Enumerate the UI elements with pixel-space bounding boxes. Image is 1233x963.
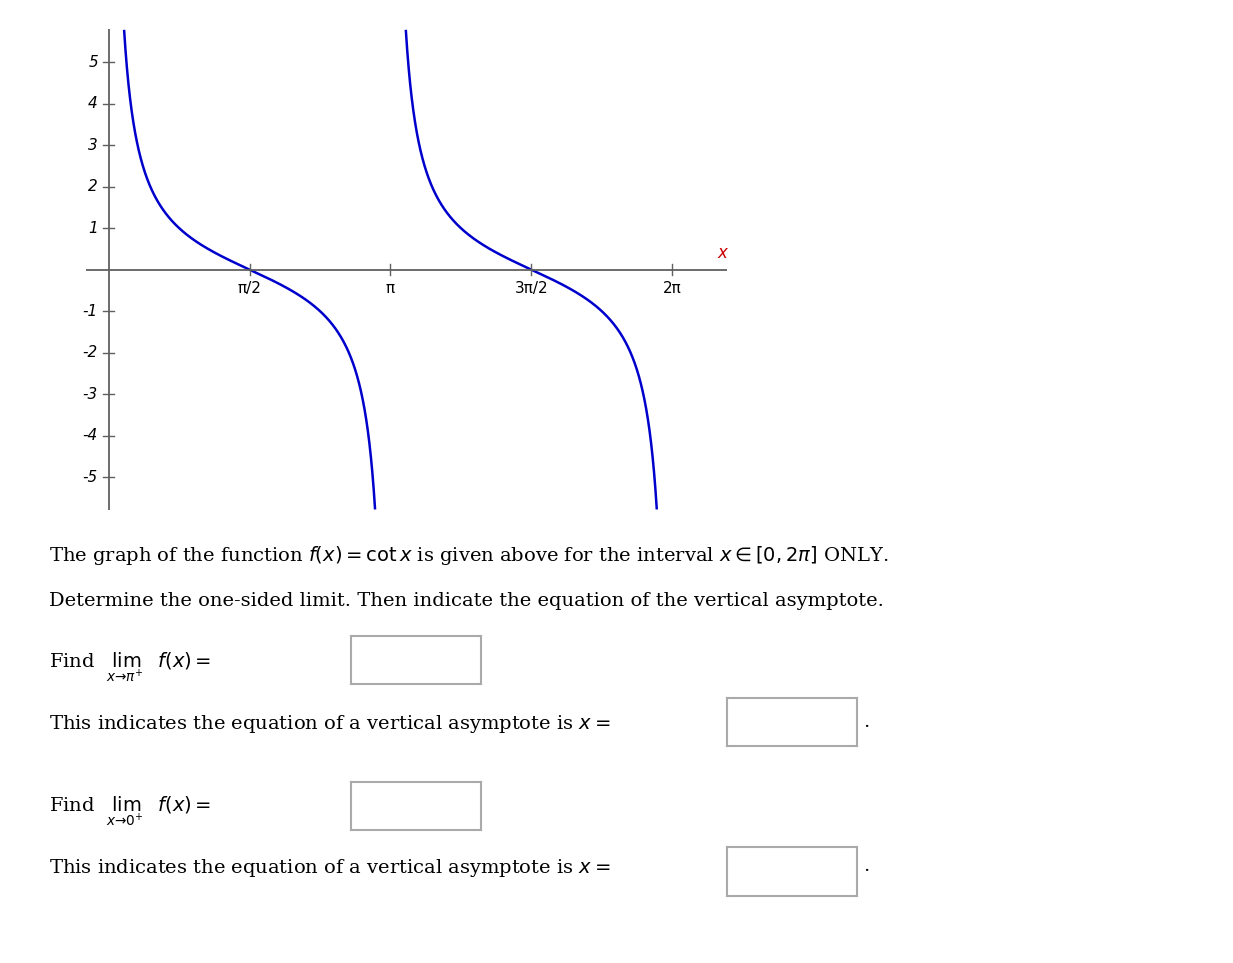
Text: .: . [863, 857, 869, 875]
Text: This indicates the equation of a vertical asymptote is $x = $: This indicates the equation of a vertica… [49, 857, 610, 879]
Text: $x$: $x$ [716, 245, 729, 262]
Text: -5: -5 [83, 470, 97, 484]
Text: 5: 5 [89, 55, 97, 69]
Text: 3: 3 [89, 138, 97, 152]
Text: The graph of the function $f(x) = \cot x$ is given above for the interval $x \in: The graph of the function $f(x) = \cot x… [49, 544, 889, 567]
Text: π/2: π/2 [238, 281, 261, 297]
Text: 4: 4 [89, 96, 97, 111]
Text: Find  $\lim_{x \to 0^+}$  $f(x) = $: Find $\lim_{x \to 0^+}$ $f(x) = $ [49, 794, 212, 828]
Text: -1: -1 [83, 303, 97, 319]
Text: -3: -3 [83, 387, 97, 402]
Text: .: . [863, 713, 869, 731]
Text: Determine the one-sided limit. Then indicate the equation of the vertical asympt: Determine the one-sided limit. Then indi… [49, 592, 884, 611]
Text: This indicates the equation of a vertical asymptote is $x = $: This indicates the equation of a vertica… [49, 713, 610, 735]
Text: Find  $\lim_{x \to \pi^+}$  $f(x) = $: Find $\lim_{x \to \pi^+}$ $f(x) = $ [49, 650, 212, 684]
Text: 3π/2: 3π/2 [514, 281, 549, 297]
Text: -4: -4 [83, 429, 97, 443]
Text: 2: 2 [89, 179, 97, 195]
Text: 2π: 2π [663, 281, 682, 297]
Text: -2: -2 [83, 345, 97, 360]
Text: 1: 1 [89, 221, 97, 236]
Text: π: π [386, 281, 395, 297]
